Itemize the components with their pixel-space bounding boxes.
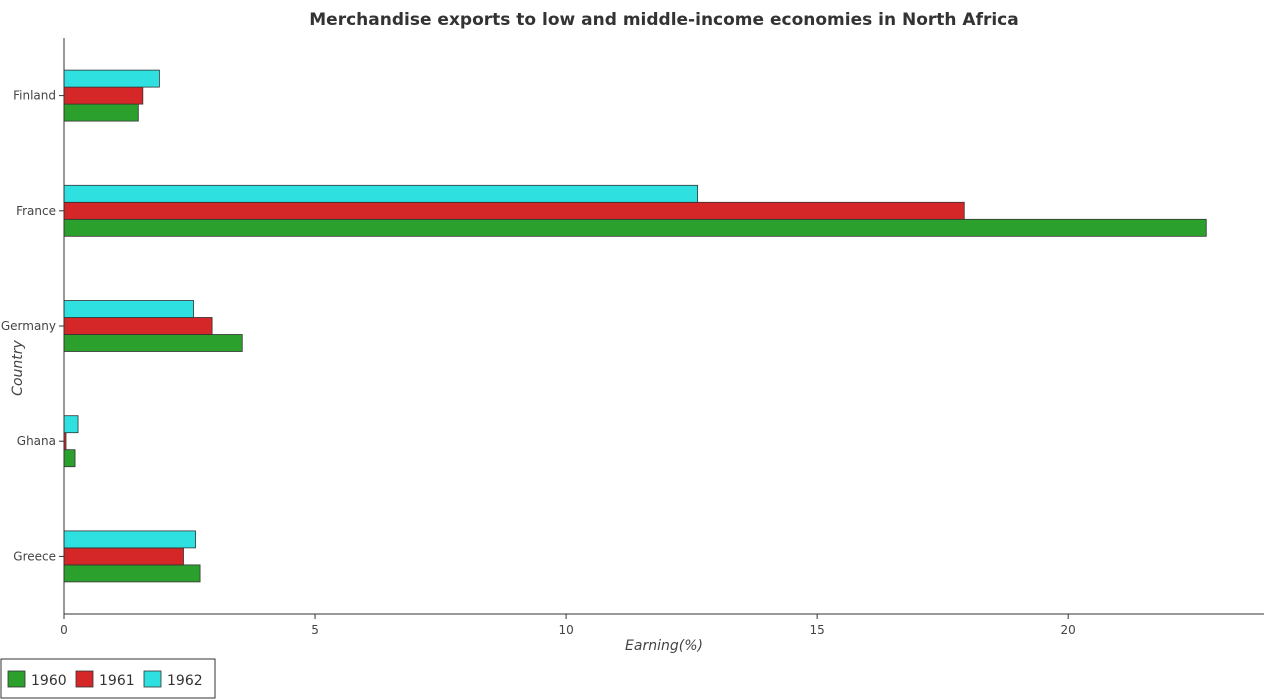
x-axis-label: Earning(%): [625, 638, 703, 654]
x-tick-label: 20: [1061, 623, 1076, 637]
bar-france-1962: [63, 184, 699, 203]
legend: 1960 1961 1962: [0, 658, 216, 699]
bar-finland-1960: [63, 103, 139, 122]
bar-finland-1961: [63, 86, 144, 105]
bar-ghana-1962: [63, 415, 79, 434]
bar-germany-1961: [63, 317, 213, 335]
y-axis-label: Country: [10, 339, 26, 395]
legend-swatch-1962: [143, 670, 162, 688]
plot-area: [63, 69, 1207, 583]
bar-greece-1961: [63, 547, 184, 566]
legend-label-1962: 1962: [167, 673, 203, 689]
bar-germany-1960: [63, 334, 243, 352]
legend-label-1960: 1960: [31, 673, 67, 689]
y-tick-label: France: [16, 204, 56, 218]
y-tick-label: Greece: [13, 549, 56, 563]
bar-greece-1962: [63, 530, 196, 549]
y-tick-label: Germany: [1, 319, 56, 333]
legend-swatch-1961: [75, 670, 94, 688]
x-tick-label: 5: [311, 623, 319, 637]
legend-swatch-1960: [7, 670, 26, 688]
legend-label-1961: 1961: [99, 673, 135, 689]
bar-finland-1962: [63, 69, 160, 88]
y-tick-label: Finland: [13, 89, 56, 103]
chart-title: Merchandise exports to low and middle-in…: [309, 10, 1018, 30]
bar-ghana-1960: [63, 449, 76, 468]
y-tick-label: Ghana: [17, 434, 56, 448]
bar-greece-1960: [63, 564, 201, 583]
legend-box: [0, 658, 216, 699]
x-tick-label: 10: [558, 623, 573, 637]
x-tick-label: 15: [809, 623, 824, 637]
bar-france-1961: [63, 201, 965, 220]
bar-france-1960: [63, 218, 1207, 237]
bar-germany-1962: [63, 300, 194, 318]
x-tick-label: 0: [60, 623, 68, 637]
axes: Finland France Germany Ghana Greece 0 5 10 15 20: [1, 38, 1264, 637]
